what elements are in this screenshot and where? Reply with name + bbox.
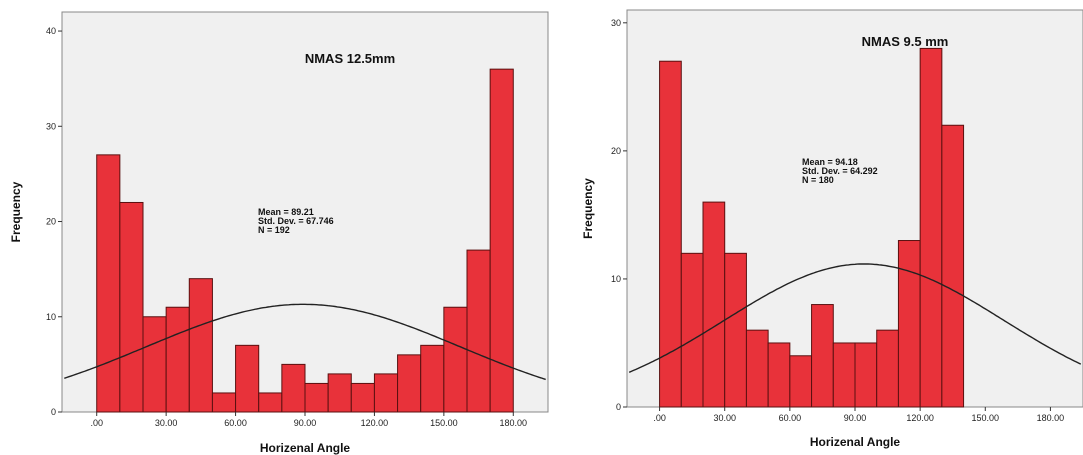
x-tick-label: .00 bbox=[90, 418, 103, 428]
y-tick-label: 0 bbox=[51, 407, 56, 417]
x-tick-label: .00 bbox=[653, 413, 666, 423]
stats-line: Mean = 94.18 bbox=[802, 157, 858, 167]
stats-line: Mean = 89.21 bbox=[258, 207, 314, 217]
x-tick-label: 60.00 bbox=[779, 413, 802, 423]
histogram-bar bbox=[373, 373, 399, 413]
stats-line: Std. Dev. = 67.746 bbox=[258, 216, 334, 226]
stats-line: N = 192 bbox=[258, 225, 290, 235]
histogram-bar bbox=[281, 363, 306, 413]
histogram-bar bbox=[397, 354, 422, 413]
y-tick-label: 10 bbox=[46, 312, 56, 322]
histogram-bar bbox=[188, 278, 213, 413]
histogram-bar bbox=[789, 355, 813, 408]
histogram-bar bbox=[420, 344, 445, 413]
histogram-bar bbox=[165, 306, 190, 413]
normal-curve bbox=[64, 303, 546, 381]
histogram-bar bbox=[941, 124, 965, 408]
x-tick-label: 90.00 bbox=[844, 413, 867, 423]
histogram-bar bbox=[119, 201, 144, 413]
histogram-bar bbox=[489, 68, 514, 413]
histogram-panel-2: .00 30.00 60.00 90.00 120.00 150.00 180.00 0 10 2… bbox=[581, 9, 1083, 449]
y-tick-label: 30 bbox=[46, 121, 56, 131]
chart-title: NMAS 9.5 mm bbox=[862, 34, 949, 49]
chart-title: NMAS 12.5mm bbox=[305, 51, 395, 66]
x-tick-label: 60.00 bbox=[224, 418, 247, 428]
histogram-bar bbox=[96, 154, 121, 413]
x-tick-label: 90.00 bbox=[294, 418, 317, 428]
histogram-bar bbox=[767, 342, 791, 408]
y-axis-label: Frequency bbox=[581, 178, 595, 239]
histogram-bar bbox=[466, 249, 491, 413]
histogram-bar bbox=[327, 373, 352, 413]
x-tick-label: 30.00 bbox=[155, 418, 178, 428]
x-axis-label: Horizenal Angle bbox=[810, 435, 901, 449]
y-axis-label: Frequency bbox=[9, 181, 23, 242]
histogram-bar bbox=[659, 60, 682, 408]
y-tick-label: 0 bbox=[616, 402, 621, 412]
y-tick-label: 10 bbox=[611, 274, 621, 284]
stats-line: Std. Dev. = 64.292 bbox=[802, 166, 878, 176]
histogram-bar bbox=[811, 304, 834, 408]
x-axis-label: Horizenal Angle bbox=[260, 441, 351, 455]
histogram-bar bbox=[919, 47, 943, 408]
histogram-bar bbox=[702, 201, 726, 408]
y-tick-label: 20 bbox=[611, 146, 621, 156]
y-tick-label: 40 bbox=[46, 26, 56, 36]
x-tick-label: 180.00 bbox=[500, 418, 528, 428]
histogram-bar bbox=[235, 344, 260, 413]
y-tick-label: 30 bbox=[611, 18, 621, 28]
histogram-bar bbox=[876, 329, 899, 408]
histogram-bar bbox=[211, 392, 237, 413]
histogram-bar bbox=[724, 252, 747, 408]
normal-curve bbox=[628, 263, 1082, 373]
x-tick-label: 180.00 bbox=[1037, 413, 1065, 423]
histogram-bar bbox=[680, 252, 704, 408]
histogram-bar bbox=[854, 342, 878, 408]
x-tick-label: 150.00 bbox=[430, 418, 458, 428]
x-tick-label: 120.00 bbox=[361, 418, 389, 428]
histogram-bar bbox=[832, 342, 856, 408]
x-tick-label: 150.00 bbox=[972, 413, 1000, 423]
histogram-bar bbox=[443, 306, 468, 413]
histogram-bar bbox=[258, 392, 283, 413]
y-tick-label: 20 bbox=[46, 217, 56, 227]
histogram-bar bbox=[350, 382, 375, 413]
histogram-bar bbox=[897, 240, 921, 408]
histogram-bar bbox=[745, 329, 769, 408]
histogram-bar bbox=[304, 382, 329, 413]
histogram-bar bbox=[142, 316, 167, 413]
x-tick-label: 30.00 bbox=[713, 413, 736, 423]
x-tick-label: 120.00 bbox=[906, 413, 934, 423]
histogram-panel-1: .00 30.00 60.00 90.00 120.00 150.00 180.00 0 10 2… bbox=[9, 11, 549, 455]
stats-line: N = 180 bbox=[802, 175, 834, 185]
